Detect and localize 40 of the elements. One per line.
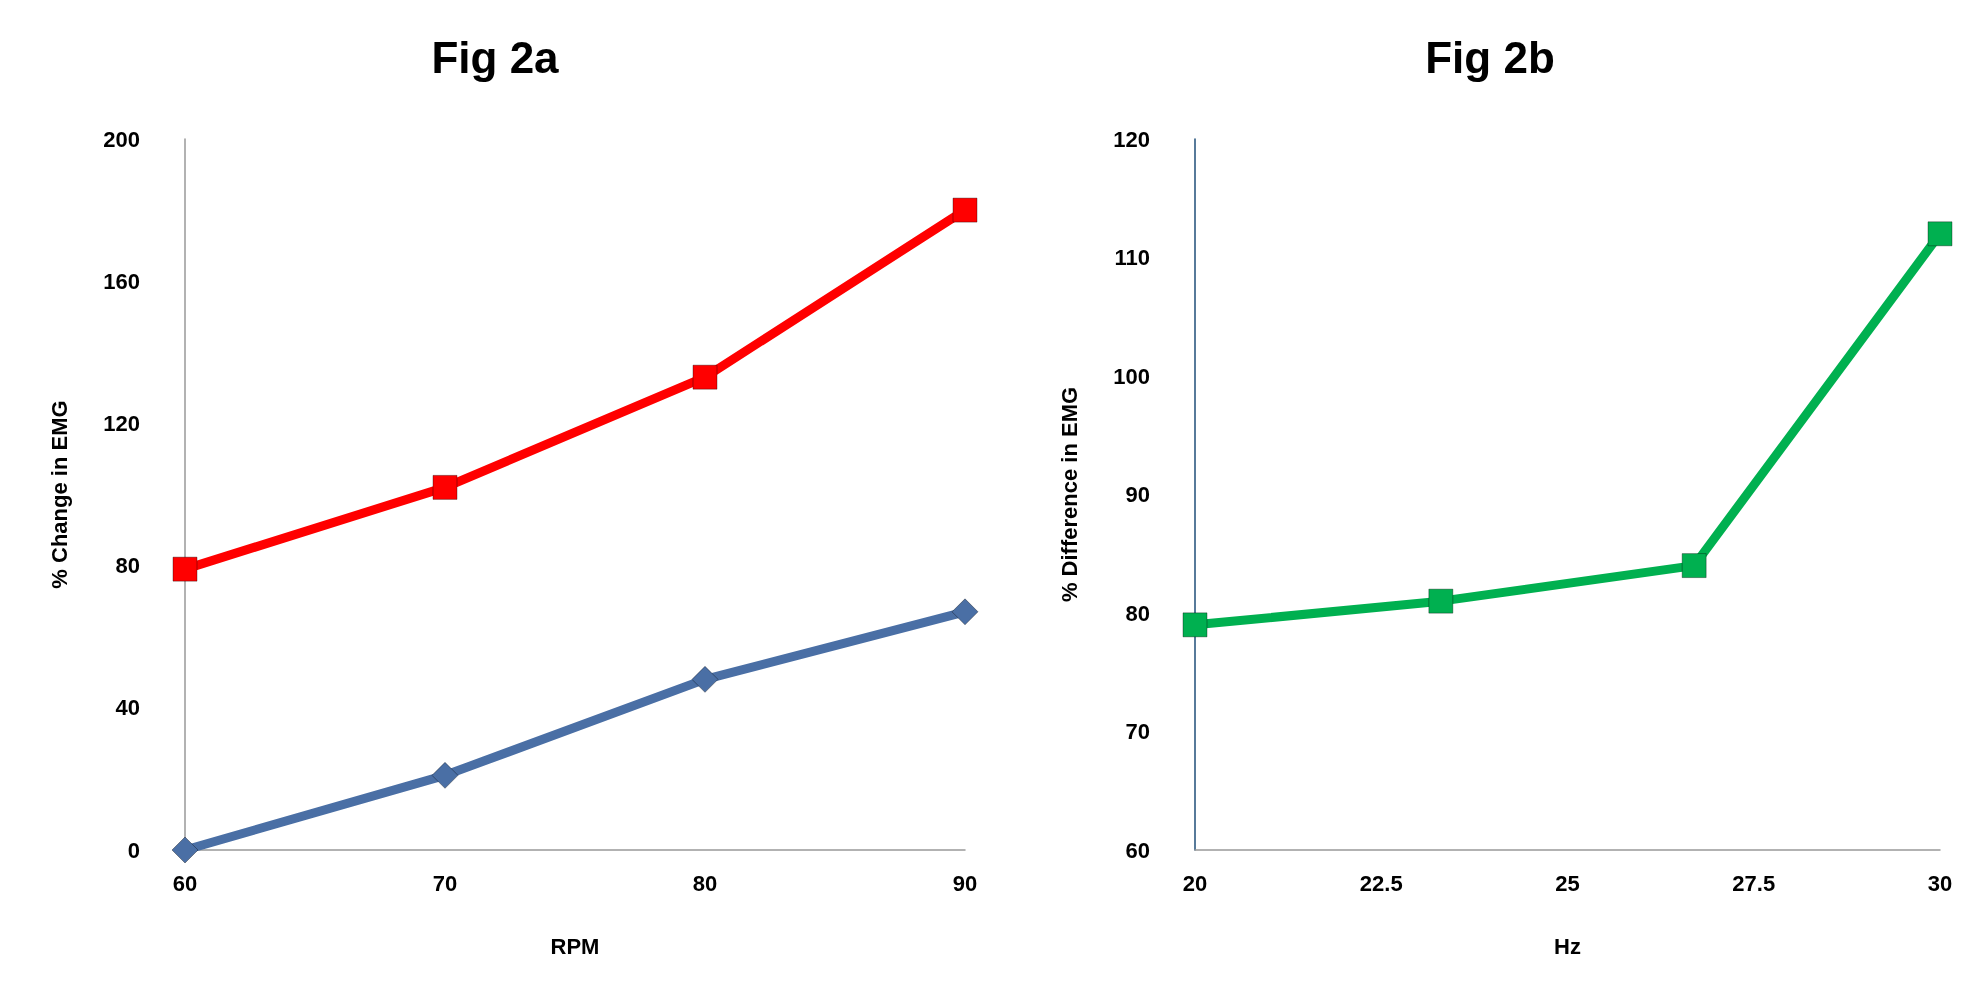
x-axis-title: Hz — [1554, 933, 1581, 959]
point — [692, 364, 718, 390]
point — [1927, 221, 1953, 247]
point — [952, 197, 978, 223]
point — [172, 556, 198, 582]
x-tick-label: 25 — [1555, 870, 1580, 896]
point — [431, 761, 459, 789]
y-tick-label: 80 — [115, 553, 140, 579]
x-tick-label: 80 — [692, 870, 718, 896]
y-tick-label: 110 — [1114, 245, 1150, 270]
x-tick-label: 60 — [172, 870, 198, 896]
x-tick-label: 30 — [1927, 870, 1953, 896]
y-tick-label: 80 — [1125, 600, 1150, 626]
x-tick-label: 70 — [432, 870, 458, 896]
point — [1681, 553, 1707, 579]
y-tick-label: 0 — [127, 837, 140, 863]
y-tick-label: 60 — [1125, 837, 1150, 863]
y-axis-title: % Difference in EMG — [1056, 386, 1082, 603]
x-tick-label: 22.5 — [1359, 870, 1403, 896]
point — [1182, 612, 1208, 638]
y-tick-label: 40 — [115, 695, 140, 721]
point — [951, 598, 979, 626]
chart-title: Fig 2a — [431, 32, 560, 82]
y-tick-label: 120 — [1113, 126, 1150, 152]
chart-title: Fig 2b — [1425, 32, 1555, 82]
y-axis-title: % Change in EMG — [46, 400, 72, 589]
x-axis-title: RPM — [550, 933, 600, 959]
x-tick-label: 90 — [952, 870, 978, 896]
y-tick-label: 160 — [103, 268, 140, 294]
point — [432, 474, 458, 500]
y-tick-label: 120 — [103, 410, 140, 436]
x-tick-label: 20 — [1182, 870, 1208, 896]
y-tick-label: 100 — [1113, 363, 1150, 389]
point — [1428, 588, 1454, 614]
point — [171, 836, 199, 864]
point — [691, 665, 719, 693]
y-tick-label: 70 — [1125, 719, 1150, 744]
y-tick-label: 200 — [103, 126, 140, 152]
y-tick-label: 90 — [1125, 482, 1150, 507]
x-tick-label: 27.5 — [1732, 870, 1776, 896]
